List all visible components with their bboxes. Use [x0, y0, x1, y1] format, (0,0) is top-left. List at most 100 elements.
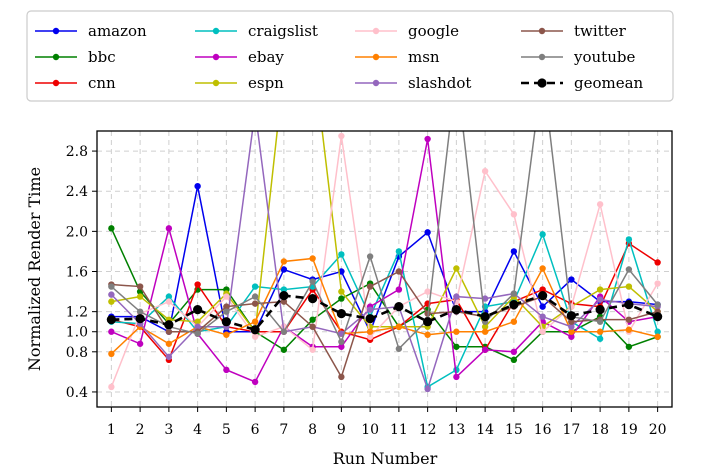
point-ebay: [395, 286, 403, 293]
point-craigslist: [251, 283, 259, 290]
point-bbc: [453, 343, 460, 350]
legend-marker: [52, 79, 60, 87]
legend-label: craigslist: [248, 22, 318, 40]
legend-label: youtube: [573, 48, 635, 66]
point-youtube: [596, 318, 604, 325]
point-ebay: [568, 333, 575, 340]
series-slashdot: [108, 131, 661, 393]
point-google: [596, 201, 604, 208]
x-tick-label: 11: [390, 422, 408, 438]
point-cnn: [654, 259, 661, 266]
x-axis: 1 2 3 4 5 6 7 8 9 10 11 12 13 14 15 16 17 18 19 20: [107, 407, 667, 438]
x-tick-label: 5: [222, 422, 231, 438]
point-ebay: [481, 346, 489, 353]
legend-marker: [372, 53, 380, 61]
point-craigslist: [625, 236, 633, 243]
point-craigslist: [165, 293, 173, 300]
point-twitter: [338, 373, 345, 381]
x-tick-label: 13: [447, 422, 465, 438]
point-twitter: [280, 298, 288, 305]
point-bbc: [338, 295, 345, 302]
point-geomean: [193, 305, 203, 315]
legend-item-slashdot: slashdot: [355, 74, 471, 92]
point-geomean: [135, 314, 145, 324]
y-tick-label: 1.6: [66, 265, 88, 281]
point-slashdot: [539, 313, 546, 320]
series-line-amazon: [111, 186, 658, 334]
point-twitter: [136, 283, 144, 290]
point-espn: [338, 288, 345, 295]
point-youtube: [108, 283, 115, 290]
point-bbc: [280, 346, 288, 353]
legend-marker: [538, 27, 546, 35]
point-espn: [194, 318, 201, 325]
y-axis: 0.4 0.8 1.0 1.2 1.6 2.0 2.4 2.8: [66, 144, 97, 401]
point-bbc: [108, 225, 115, 232]
point-msn: [481, 328, 489, 335]
point-google: [108, 383, 115, 391]
point-geomean: [221, 317, 231, 327]
point-geomean: [595, 305, 605, 315]
point-espn: [625, 283, 633, 290]
point-slashdot: [481, 295, 489, 302]
x-tick-label: 6: [251, 422, 260, 438]
legend-marker: [52, 27, 60, 35]
point-msn: [654, 333, 661, 340]
point-ebay: [136, 340, 144, 347]
point-bbc: [510, 356, 518, 364]
legend: amazon bbc cnn craigslist ebay espn google msn s…: [26, 10, 674, 102]
point-craigslist: [280, 286, 288, 293]
point-geomean: [365, 314, 375, 324]
point-youtube: [280, 328, 288, 335]
legend-marker: [537, 78, 547, 88]
legend-item-bbc: bbc: [35, 48, 116, 66]
point-ebay: [223, 366, 230, 374]
point-slashdot: [424, 385, 431, 393]
point-youtube: [309, 278, 316, 285]
series-line-youtube: [110, 131, 659, 351]
point-google: [568, 303, 575, 310]
point-youtube: [338, 338, 345, 345]
point-craigslist: [338, 251, 345, 258]
point-twitter: [366, 283, 374, 290]
point-amazon: [510, 248, 518, 255]
grid: [97, 131, 672, 407]
legend-item-espn: espn: [195, 74, 284, 92]
point-geomean: [308, 294, 318, 304]
x-tick-label: 20: [649, 422, 667, 438]
point-google: [424, 288, 431, 295]
point-geomean: [451, 305, 461, 315]
legend-marker: [538, 53, 546, 61]
point-google: [165, 298, 173, 305]
point-geomean: [394, 302, 404, 312]
point-espn: [596, 286, 604, 293]
point-msn: [165, 340, 173, 347]
point-twitter: [223, 303, 230, 310]
series-geomean: [106, 290, 663, 335]
legend-item-twitter: twitter: [521, 22, 627, 40]
legend-marker: [372, 27, 380, 35]
x-tick-label: 10: [361, 422, 379, 438]
point-twitter: [165, 328, 173, 335]
point-ebay: [510, 348, 518, 355]
plot-frame: [96, 130, 673, 408]
point-slashdot: [453, 293, 460, 300]
x-tick-label: 7: [279, 422, 288, 438]
y-tick-label: 2.0: [66, 224, 88, 240]
x-tick-label: 17: [562, 422, 580, 438]
series-line-google: [110, 135, 659, 388]
point-geomean: [566, 311, 576, 321]
point-ebay: [338, 343, 345, 350]
point-geomean: [279, 290, 289, 301]
legend-item-ebay: ebay: [195, 48, 284, 66]
legend-marker: [52, 53, 60, 61]
point-amazon: [568, 276, 575, 283]
series-layer: [106, 131, 663, 393]
point-amazon: [539, 303, 546, 310]
x-tick-label: 12: [419, 422, 437, 438]
legend-label: slashdot: [408, 74, 471, 92]
point-google: [338, 132, 345, 140]
series-line-geomean: [111, 294, 659, 332]
point-geomean: [336, 309, 346, 319]
point-geomean: [509, 300, 519, 310]
